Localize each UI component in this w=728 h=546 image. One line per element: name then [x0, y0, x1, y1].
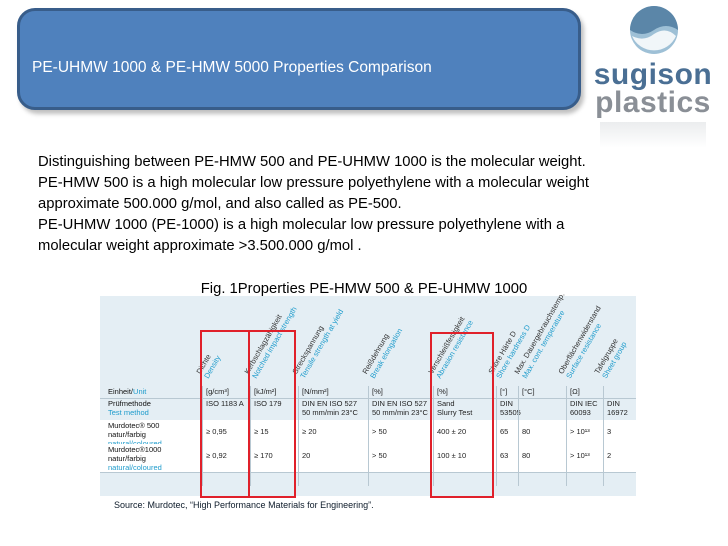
- row-label: Einheit/Unit: [108, 387, 146, 396]
- column-separator: [518, 386, 519, 486]
- column-separator: [298, 386, 299, 486]
- title-banner: PE-UHMW 1000 & PE-HMW 5000 Properties Co…: [17, 8, 581, 110]
- column-header-label: Reißdehnung Break elongation: [360, 322, 404, 380]
- column-header-label: Tafelgruppe Sheet group: [592, 336, 628, 380]
- table-cell: 80: [522, 451, 531, 460]
- column-separator: [496, 386, 497, 486]
- column-separator: [250, 386, 251, 486]
- table-cell: DIN IEC 60093: [570, 399, 598, 417]
- table-cell: > 50: [372, 451, 387, 460]
- table-cell: 65: [500, 427, 509, 436]
- source-citation: Source: Murdotec, “High Performance Mate…: [114, 500, 374, 510]
- properties-table-figure: Dichte Density Kerbschlagzähigkeit Notched …: [100, 291, 636, 498]
- logo-mark-icon: [630, 6, 678, 54]
- column-header-label: Streckspannung Tensile strength at yield: [290, 303, 345, 380]
- table-cell: [°C]: [522, 387, 535, 396]
- table-cell: 400 ± 20: [437, 427, 467, 436]
- column-separator: [603, 386, 604, 486]
- logo-word-sugison: sugison: [593, 58, 713, 91]
- table-cell: > 50: [372, 427, 387, 436]
- table-cell: DIN 53505: [500, 399, 521, 417]
- paragraph-line: approximate 500.000 g/mol, and also call…: [38, 196, 402, 212]
- column-separator: [202, 386, 203, 486]
- row-label-text: Einheit/: [108, 387, 134, 396]
- paragraph-line: Distinguishing between PE-HMW 500 and PE…: [38, 154, 586, 170]
- paragraph-line: molecular weight approximate >3.500.000 …: [38, 238, 362, 254]
- table-cell: [N/mm²]: [302, 387, 329, 396]
- table-cell: ISO 1183 A: [206, 399, 244, 408]
- table-cell: 2: [607, 451, 612, 460]
- highlight-abrasion: [430, 332, 494, 498]
- table-cell: 63: [500, 451, 509, 460]
- description-paragraph: Distinguishing between PE-HMW 500 and PE…: [38, 152, 698, 257]
- column-header: Oberflächenwiderstand Surface resistance: [556, 300, 603, 380]
- logo-reflection: [600, 122, 706, 148]
- column-separator: [368, 386, 369, 486]
- table-cell: ≥ 0,92: [206, 451, 227, 460]
- row-label-english: Unit: [133, 387, 147, 396]
- row-label-text: Prüfmethode: [108, 399, 151, 408]
- table-cell: 80: [522, 427, 531, 436]
- paragraph-line: PE-HMW 500 is a high molecular low press…: [38, 175, 590, 191]
- table-cell: ≥ 0,95: [206, 427, 227, 436]
- table-cell: [g/cm³]: [206, 387, 229, 396]
- table-column-headers: Dichte Density Kerbschlagzähigkeit Notched …: [100, 291, 636, 386]
- table-cell: > 10¹³: [570, 451, 590, 460]
- table-cell: 20: [302, 451, 311, 460]
- row-label: Prüfmethode Test method: [108, 399, 151, 417]
- column-header: Max. Dauergebrauchstemp. Max. cont. tempe…: [512, 291, 566, 380]
- table-cell: [°]: [500, 387, 508, 396]
- table-cell: ≥ 170: [254, 451, 273, 460]
- paragraph-line: PE-UHMW 1000 (PE-1000) is a high molecul…: [38, 217, 565, 233]
- table-cell: DIN EN ISO 527 50 mm/min 23°C: [302, 399, 358, 417]
- table-cell: [%]: [437, 387, 448, 396]
- table-cell: 100 ± 10: [437, 451, 467, 460]
- column-header: Reißdehnung Break elongation: [360, 300, 404, 380]
- column-header: Tafelgruppe Sheet group: [592, 300, 628, 380]
- row-label-english: Test method: [108, 408, 149, 417]
- table-cell: 3: [607, 427, 612, 436]
- table-cell: ≥ 20: [302, 427, 317, 436]
- row-label-text: Murdotec®1000 natur/farbig: [108, 445, 162, 463]
- logo-word-plastics: plastics: [595, 86, 711, 119]
- table-cell: [kJ/m²]: [254, 387, 277, 396]
- row-label-english: natural/coloured: [108, 439, 162, 448]
- highlight-density: [200, 330, 250, 498]
- sugison-plastics-logo: sugison plastics: [580, 0, 728, 150]
- column-separator: [566, 386, 567, 486]
- table-cell: DIN 16972: [607, 399, 628, 417]
- table-cell: ≥ 15: [254, 427, 269, 436]
- column-header: Streckspannung Tensile strength at yield: [290, 300, 345, 380]
- table-cell: [Ω]: [570, 387, 580, 396]
- row-label: Murdotec® 500 natur/farbignatural/colour…: [108, 421, 162, 448]
- table-cell: Sand Slurry Test: [437, 399, 473, 417]
- table-cell: ISO 179: [254, 399, 282, 408]
- row-label-english: natural/coloured: [108, 463, 162, 472]
- table-cell: DIN EN ISO 527 50 mm/min 23°C: [372, 399, 428, 417]
- column-separator: [433, 386, 434, 486]
- figure-caption: Fig. 1Properties PE-HMW 500 & PE-UHMW 10…: [200, 281, 528, 297]
- row-label-text: Murdotec® 500 natur/farbig: [108, 421, 160, 439]
- slide-title: PE-UHMW 1000 & PE-HMW 5000 Properties Co…: [32, 59, 432, 76]
- table-cell: [%]: [372, 387, 383, 396]
- table-cell: > 10¹³: [570, 427, 590, 436]
- row-label: Murdotec®1000 natur/farbig natural/colour…: [108, 445, 162, 472]
- highlight-notched-impact: [248, 330, 296, 498]
